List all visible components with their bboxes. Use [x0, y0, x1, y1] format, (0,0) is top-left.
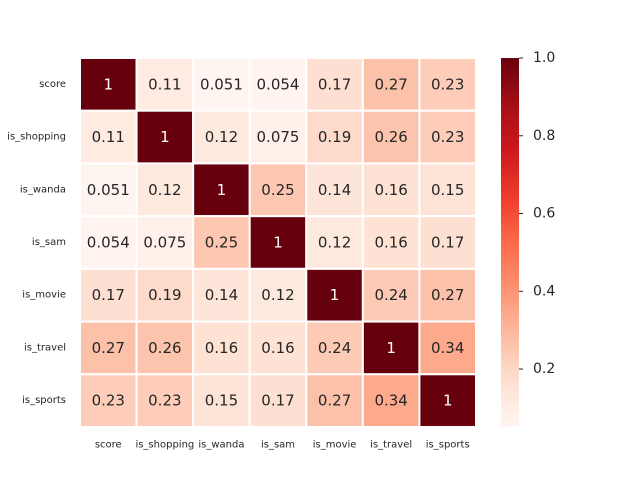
heatmap-cell-is_sports-is_wanda — [192, 373, 251, 428]
colorbar-tick-label-0.8: 0.8 — [533, 128, 555, 144]
row-label-is_shopping: is_shopping — [7, 132, 66, 143]
cell-annotation-is_movie-score: 0.17 — [92, 286, 125, 304]
column-label-is_shopping: is_shopping — [135, 440, 194, 451]
cell-annotation-is_wanda-is_shopping: 0.12 — [148, 181, 181, 199]
colorbar-tick-label-0.4: 0.4 — [533, 283, 555, 299]
cell-annotation-is_travel-is_wanda: 0.16 — [205, 339, 238, 357]
cell-annotation-is_shopping-is_shopping: 1 — [160, 128, 170, 146]
cell-annotation-is_wanda-is_sports: 0.15 — [431, 181, 464, 199]
colorbar-tick-label-1.0: 1.0 — [533, 50, 555, 66]
cell-annotation-is_sports-is_travel: 0.34 — [374, 392, 407, 410]
column-label-is_travel: is_travel — [370, 440, 412, 451]
row-label-is_sports: is_sports — [22, 395, 66, 406]
cell-annotation-score-is_movie: 0.17 — [318, 75, 351, 93]
cell-annotation-is_travel-is_travel: 1 — [386, 339, 396, 357]
heatmap-cell-is_shopping-is_movie — [305, 109, 364, 165]
cell-annotation-is_wanda-score: 0.051 — [87, 181, 130, 199]
column-label-is_wanda: is_wanda — [198, 440, 244, 451]
cell-annotation-is_sam-is_wanda: 0.25 — [205, 234, 238, 252]
cell-annotation-is_travel-is_movie: 0.24 — [318, 339, 351, 357]
heatmap-cell-is_sports-is_travel — [361, 373, 421, 428]
cell-annotation-is_travel-is_sam: 0.16 — [261, 339, 294, 357]
heatmap-cell-is_shopping-is_wanda — [192, 109, 251, 165]
cell-annotation-score-is_shopping: 0.11 — [148, 75, 181, 93]
heatmap-cell-is_sam-score — [79, 215, 138, 270]
cell-annotation-is_wanda-is_movie: 0.14 — [318, 181, 351, 199]
column-label-is_sam: is_sam — [261, 440, 295, 451]
colorbar-tick-label-0.2: 0.2 — [533, 361, 555, 377]
cell-annotation-is_sam-is_movie: 0.12 — [318, 234, 351, 252]
cell-annotation-is_shopping-is_movie: 0.19 — [318, 128, 351, 146]
heatmap-cells: 1 0.11 0.051 0.054 0.17 0.27 0.23 0.11 1 0.12 0.07… — [79, 57, 477, 428]
column-tick-labels: score is_shopping is_wanda is_sam is_movie is… — [95, 440, 470, 451]
heatmap-cell-is_travel-score — [79, 320, 138, 376]
cell-annotation-score-is_wanda: 0.051 — [200, 75, 243, 93]
cell-annotation-is_movie-is_movie: 1 — [330, 286, 340, 304]
heatmap-cell-is_sam-is_travel — [361, 215, 421, 270]
heatmap-cell-is_sports-is_movie — [305, 373, 364, 428]
cell-annotation-is_travel-score: 0.27 — [92, 339, 125, 357]
cell-annotation-is_sam-is_shopping: 0.075 — [143, 234, 186, 252]
column-label-is_sports: is_sports — [426, 440, 470, 451]
cell-annotation-is_sports-is_movie: 0.27 — [318, 392, 351, 410]
cell-annotation-is_sam-is_sam: 1 — [273, 234, 283, 252]
cell-annotation-is_travel-is_sports: 0.34 — [431, 339, 464, 357]
cell-annotation-score-score: 1 — [104, 75, 114, 93]
cell-annotation-is_sports-score: 0.23 — [92, 392, 125, 410]
cell-annotation-score-is_sports: 0.23 — [431, 75, 464, 93]
cell-annotation-is_sports-is_sam: 0.17 — [261, 392, 294, 410]
heatmap-cell-score-score — [79, 57, 138, 112]
cell-annotation-is_shopping-is_sam: 0.075 — [257, 128, 300, 146]
cell-annotation-is_movie-is_sam: 0.12 — [261, 286, 294, 304]
cell-annotation-is_wanda-is_sam: 0.25 — [261, 181, 294, 199]
cell-annotation-is_shopping-is_sports: 0.23 — [431, 128, 464, 146]
heatmap-cell-is_shopping-is_sports — [418, 109, 477, 165]
cell-annotation-is_sports-is_sports: 1 — [443, 392, 453, 410]
cell-annotation-is_movie-is_shopping: 0.19 — [148, 286, 181, 304]
colorbar-tick-label-0.6: 0.6 — [533, 206, 555, 222]
cell-annotation-is_sports-is_wanda: 0.15 — [205, 392, 238, 410]
row-label-is_movie: is_movie — [22, 290, 66, 301]
row-label-is_sam: is_sam — [32, 237, 66, 248]
heatmap-cell-is_wanda-is_wanda — [192, 162, 251, 218]
heatmap-cell-is_sports-is_sam — [248, 373, 308, 428]
heatmap-cell-is_travel-is_shopping — [135, 320, 195, 376]
cell-annotation-is_wanda-is_wanda: 1 — [217, 181, 227, 199]
row-label-is_wanda: is_wanda — [20, 184, 66, 195]
cell-annotation-is_shopping-is_wanda: 0.12 — [205, 128, 238, 146]
cell-annotation-is_sam-score: 0.054 — [87, 234, 130, 252]
column-label-score: score — [95, 440, 122, 451]
heatmap-cell-is_wanda-is_shopping — [135, 162, 195, 218]
colorbar: 0.2 0.4 0.6 0.8 1.0 — [501, 50, 555, 427]
row-tick-labels: score is_shopping is_wanda is_sam is_movieis… — [7, 79, 66, 406]
heatmap-cell-is_wanda-is_sports — [418, 162, 477, 218]
cell-annotation-is_travel-is_shopping: 0.26 — [148, 339, 181, 357]
cell-annotation-is_movie-is_sports: 0.27 — [431, 286, 464, 304]
cell-annotation-is_wanda-is_travel: 0.16 — [374, 181, 407, 199]
cell-annotation-is_movie-is_travel: 0.24 — [374, 286, 407, 304]
heatmap-cell-is_travel-is_sports — [418, 320, 477, 376]
heatmap-cell-is_sports-is_sports — [418, 373, 477, 428]
cell-annotation-is_sports-is_shopping: 0.23 — [148, 392, 181, 410]
colorbar-gradient — [501, 58, 519, 427]
column-label-is_movie: is_movie — [313, 440, 357, 451]
heatmap-cell-score-is_travel — [361, 57, 421, 112]
cell-annotation-score-is_travel: 0.27 — [374, 75, 407, 93]
heatmap-cell-is_wanda-is_travel — [361, 162, 421, 218]
row-label-is_travel: is_travel — [24, 342, 66, 353]
heatmap-cell-is_movie-score — [79, 267, 138, 323]
cell-annotation-is_sam-is_travel: 0.16 — [374, 234, 407, 252]
cell-annotation-is_shopping-is_travel: 0.26 — [374, 128, 407, 146]
row-label-score: score — [39, 79, 66, 90]
heatmap-cell-is_shopping-score — [79, 109, 138, 165]
cell-annotation-is_sam-is_sports: 0.17 — [431, 234, 464, 252]
heatmap-cell-is_wanda-is_movie — [305, 162, 364, 218]
cell-annotation-is_shopping-score: 0.11 — [92, 128, 125, 146]
heatmap-cell-is_movie-is_wanda — [192, 267, 251, 323]
cell-annotation-score-is_sam: 0.054 — [257, 75, 300, 93]
heatmap-cell-is_sam-is_shopping — [135, 215, 195, 270]
cell-annotation-is_movie-is_wanda: 0.14 — [205, 286, 238, 304]
